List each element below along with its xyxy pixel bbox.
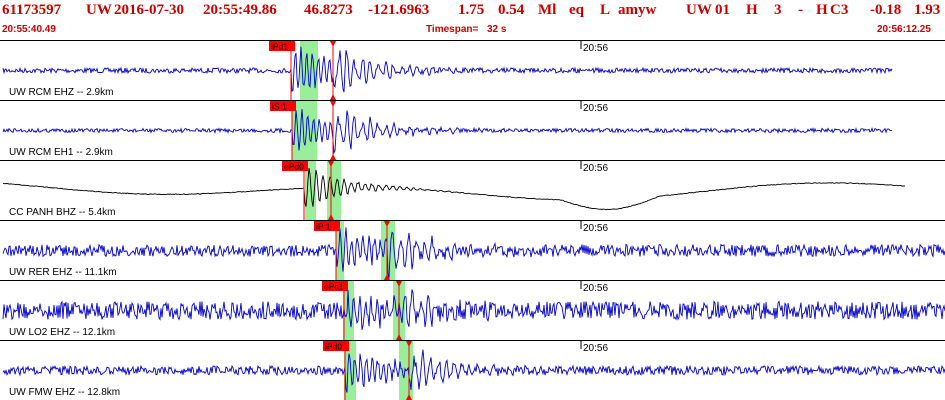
station-label: UW RCM EH1 -- 2.9km <box>9 147 113 158</box>
p-window <box>343 281 354 340</box>
pick-label: ePc1 <box>324 282 344 292</box>
end-time: 20:56:12.25 <box>877 24 931 35</box>
s-pick-marker-top <box>406 341 412 347</box>
station-label: CC PANH BHZ -- 5.4km <box>9 207 116 218</box>
pick-label-box[interactable] <box>323 341 349 351</box>
phase-count: 3 <box>774 2 782 18</box>
minute-mark-label: 20:56 <box>583 103 609 114</box>
station-label: UW RCM EHZ -- 2.9km <box>9 87 114 98</box>
s-pick-marker-top <box>396 281 402 287</box>
waveform-trace <box>2 168 906 211</box>
event-id: 61173597 <box>2 2 62 18</box>
pick-label-box[interactable] <box>270 101 296 111</box>
analyst: amyw <box>618 2 657 18</box>
code: C3 <box>830 2 849 18</box>
value-1: -0.18 <box>870 2 902 18</box>
station-label: UW FMW EHZ -- 12.8km <box>9 387 121 398</box>
p-window <box>300 41 318 100</box>
value-2: 1.93 <box>914 2 941 18</box>
event-type: eq <box>569 2 584 18</box>
seismogram-plot: iPd0 <box>2 341 945 400</box>
s-pick-marker-bottom <box>406 394 412 400</box>
pick-label: iS 1 <box>272 102 287 112</box>
longitude: -121.6963 <box>368 2 430 18</box>
minute-mark-label: 20:56 <box>583 283 609 294</box>
seismogram-plot: ePc1 <box>2 281 945 340</box>
event-header: 61173597 UW 2016-07-30 20:55:49.86 46.82… <box>0 0 945 40</box>
depth: 1.75 <box>458 2 485 18</box>
pick-label: iP 1 <box>316 222 331 232</box>
station-label: UW LO2 EHZ -- 12.1km <box>9 327 116 338</box>
separator: - <box>798 2 803 18</box>
s-pick-marker-top <box>328 161 334 167</box>
waveform-trace <box>2 349 945 393</box>
s-pick-marker-bottom <box>328 214 334 220</box>
s-window <box>327 161 341 220</box>
minute-mark-label: 20:56 <box>583 343 609 354</box>
origin-flag: L <box>600 2 611 18</box>
s-pick-marker-bottom <box>384 274 390 280</box>
pick-label: ePd0 <box>284 162 304 172</box>
station-label: UW RER EHZ -- 11.1km <box>9 267 117 278</box>
version: 01 <box>715 2 730 18</box>
magnitude: 0.54 <box>498 2 525 18</box>
pick-label-box[interactable] <box>269 41 295 51</box>
event-summary-line: 61173597 UW 2016-07-30 20:55:49.86 46.82… <box>2 2 945 22</box>
origin-time: 20:55:49.86 <box>203 2 277 18</box>
timespan-label: Timespan= <box>426 24 479 35</box>
region: H <box>816 2 828 18</box>
net-code: UW <box>686 2 712 18</box>
magnitude-type: Ml <box>538 2 557 18</box>
pick-label: iPd0 <box>325 342 342 352</box>
seismogram-plot: iP 1 <box>2 221 945 280</box>
origin-date: 2016-07-30 <box>114 2 184 18</box>
start-time: 20:55:40.49 <box>2 24 56 35</box>
quality: H <box>746 2 758 18</box>
waveform-panel[interactable]: iPd0 20:56 UW FMW EHZ -- 12.8km <box>0 340 945 400</box>
waveform-panel[interactable]: iPd1 20:56 UW RCM EHZ -- 2.9km <box>0 40 945 100</box>
waveform-trace <box>2 289 945 330</box>
waveform-panels: iPd1 20:56 UW RCM EHZ -- 2.9km iS 1 20:56 UW … <box>0 40 945 400</box>
event-network: UW <box>86 2 112 18</box>
p-window <box>336 221 344 280</box>
minute-mark-label: 20:56 <box>583 163 609 174</box>
s-pick-marker-top <box>330 101 336 107</box>
timespan-value: 32 s <box>487 24 507 35</box>
s-pick-marker-bottom <box>330 94 336 100</box>
waveform-trace <box>2 227 945 279</box>
waveform-panel[interactable]: ePc1 20:56 UW LO2 EHZ -- 12.1km <box>0 280 945 340</box>
pick-label-box[interactable] <box>314 221 340 231</box>
s-pick-marker-top <box>384 221 390 227</box>
latitude: 46.8273 <box>304 2 353 18</box>
pick-label-box[interactable] <box>322 281 348 291</box>
s-pick-marker-bottom <box>330 154 336 160</box>
time-range-line: 20:55:40.49 Timespan= 32 s 20:56:12.25 <box>0 24 945 38</box>
p-window <box>305 161 316 220</box>
waveform-trace <box>2 109 893 155</box>
s-pick-marker-bottom <box>396 334 402 340</box>
waveform-panel[interactable]: iS 1 20:56 UW RCM EH1 -- 2.9km <box>0 100 945 160</box>
pick-label: iPd1 <box>271 42 288 52</box>
seismogram-plot: iS 1 <box>2 101 893 160</box>
waveform-panel[interactable]: ePd0 20:56 CC PANH BHZ -- 5.4km <box>0 160 945 220</box>
seismogram-plot: ePd0 <box>2 161 906 220</box>
minute-mark-label: 20:56 <box>583 43 609 54</box>
seismogram-plot: iPd1 <box>2 41 893 100</box>
minute-mark-label: 20:56 <box>583 223 609 234</box>
waveform-trace <box>2 46 893 93</box>
pick-label-box[interactable] <box>282 161 308 171</box>
s-pick-marker-top <box>330 41 336 47</box>
waveform-panel[interactable]: iP 1 20:56 UW RER EHZ -- 11.1km <box>0 220 945 280</box>
